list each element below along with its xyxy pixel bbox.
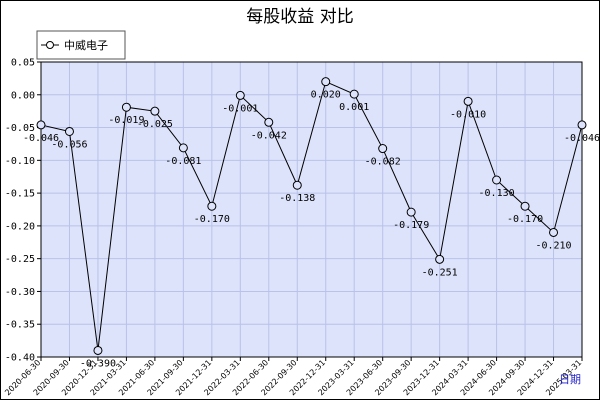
data-point-marker: [577, 120, 587, 130]
data-point-marker: [121, 102, 131, 112]
data-point-marker: [264, 117, 274, 127]
y-tick-label: 0.00: [11, 90, 35, 101]
data-point-marker: [378, 144, 388, 154]
data-label: -0.046: [564, 133, 599, 144]
series-line: [40, 80, 583, 351]
data-point-marker: [406, 207, 416, 217]
y-tick-label: -0.05: [5, 123, 35, 134]
data-label: 0.001: [339, 102, 369, 113]
data-point-marker: [549, 227, 559, 237]
data-label: -0.130: [479, 188, 515, 199]
data-label: -0.179: [393, 220, 429, 231]
data-label: -0.251: [422, 267, 458, 278]
data-point-marker: [292, 180, 302, 190]
chart-title: 每股收益 对比: [246, 7, 353, 27]
legend: 中威电子: [36, 30, 126, 60]
plot-border: [40, 61, 583, 358]
y-tick-label: -0.40: [5, 353, 35, 364]
data-labels: -0.046-0.056-0.390-0.019-0.025-0.081-0.1…: [23, 90, 599, 370]
data-point-marker: [235, 90, 245, 100]
data-point-marker: [321, 77, 331, 87]
y-tick-label: -0.25: [5, 254, 35, 265]
data-label: -0.042: [251, 130, 287, 141]
data-point-marker: [463, 96, 473, 106]
data-label: -0.001: [222, 103, 258, 114]
data-point-marker: [520, 201, 530, 211]
data-label: -0.170: [507, 214, 543, 225]
legend-series-label: 中威电子: [64, 39, 108, 52]
data-label: 0.020: [311, 90, 341, 101]
data-point-marker: [492, 175, 502, 185]
data-point-marker: [178, 143, 188, 153]
data-label: -0.390: [80, 358, 116, 369]
plot-area: [41, 62, 582, 357]
data-label: -0.082: [365, 157, 401, 168]
y-tick-label: 0.05: [11, 58, 35, 69]
y-tick-label: -0.30: [5, 287, 35, 298]
data-point-marker: [64, 126, 74, 136]
data-point-marker: [349, 89, 359, 99]
data-point-marker: [435, 254, 445, 264]
y-tick-label: -0.35: [5, 320, 35, 331]
data-label: -0.056: [51, 139, 87, 150]
y-tick-label: -0.10: [5, 156, 35, 167]
data-point-marker: [150, 106, 160, 116]
data-label: -0.010: [450, 109, 486, 120]
data-point-marker: [93, 345, 103, 355]
y-tick-label: -0.15: [5, 189, 35, 200]
data-label: -0.019: [108, 115, 144, 126]
data-label: -0.046: [23, 133, 59, 144]
data-label: -0.170: [194, 214, 230, 225]
x-axis-unit-label: 日期: [559, 373, 581, 386]
data-label: -0.081: [165, 156, 201, 167]
y-tick-label: -0.20: [5, 221, 35, 232]
legend-marker-icon: [46, 41, 54, 49]
series-eps: [36, 77, 587, 355]
data-label: -0.138: [279, 193, 315, 204]
data-point-marker: [207, 201, 217, 211]
data-point-marker: [36, 120, 46, 130]
data-label: -0.025: [137, 119, 173, 130]
data-label: -0.210: [535, 240, 571, 251]
